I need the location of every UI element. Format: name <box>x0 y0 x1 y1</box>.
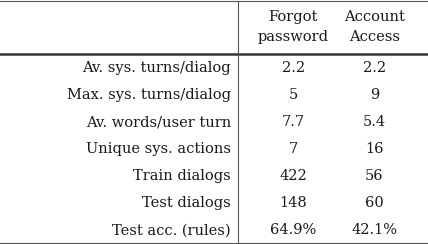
Text: 5: 5 <box>288 88 298 102</box>
Text: 64.9%: 64.9% <box>270 224 316 237</box>
Text: 56: 56 <box>365 169 384 183</box>
Text: 9: 9 <box>370 88 379 102</box>
Text: Max. sys. turns/dialog: Max. sys. turns/dialog <box>67 88 231 102</box>
Text: 5.4: 5.4 <box>363 115 386 129</box>
Text: Av. words/user turn: Av. words/user turn <box>86 115 231 129</box>
Text: Test dialogs: Test dialogs <box>143 196 231 210</box>
Text: 2.2: 2.2 <box>282 61 305 75</box>
Text: 7: 7 <box>288 142 298 156</box>
Text: 42.1%: 42.1% <box>351 224 398 237</box>
Text: 60: 60 <box>365 196 384 210</box>
Text: Av. sys. turns/dialog: Av. sys. turns/dialog <box>83 61 231 75</box>
Text: Forgot
password: Forgot password <box>258 10 329 44</box>
Text: Train dialogs: Train dialogs <box>134 169 231 183</box>
Text: Account
Access: Account Access <box>344 10 405 44</box>
Text: 7.7: 7.7 <box>282 115 305 129</box>
Text: 2.2: 2.2 <box>363 61 386 75</box>
Text: 16: 16 <box>365 142 384 156</box>
Text: 422: 422 <box>279 169 307 183</box>
Text: Test acc. (rules): Test acc. (rules) <box>113 224 231 237</box>
Text: 148: 148 <box>279 196 307 210</box>
Text: Unique sys. actions: Unique sys. actions <box>86 142 231 156</box>
